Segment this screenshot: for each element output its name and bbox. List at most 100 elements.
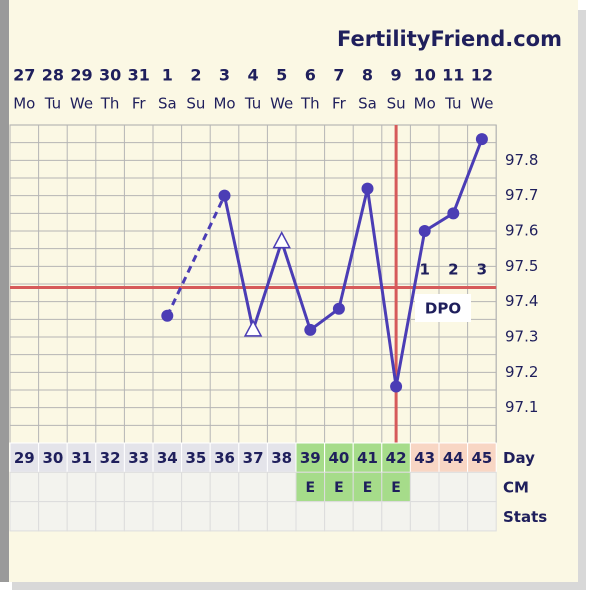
gap-connector (165, 195, 226, 317)
weekday-label: Fr (132, 95, 147, 113)
cycle-day: 39 (300, 449, 321, 467)
weekday-label: Tu (444, 95, 461, 113)
cm-cell (9, 471, 40, 503)
cycle-day: 33 (128, 449, 149, 467)
cm-cell (181, 471, 211, 503)
y-tick-label: 97.1 (505, 398, 538, 416)
cm-value: E (391, 480, 401, 496)
point (418, 225, 431, 237)
date-label: 30 (99, 66, 121, 85)
date-label: 8 (362, 66, 373, 85)
day-cell (266, 442, 297, 473)
stats-cell (181, 501, 211, 532)
cm-cell (467, 471, 497, 503)
chart-title: FertilityFriend.com (337, 27, 562, 51)
weekday-label: Mo (414, 95, 436, 113)
date-label: 2 (190, 66, 201, 85)
point (361, 182, 374, 195)
weekday-label: Tu (244, 95, 261, 113)
cycle-day: 45 (471, 449, 492, 467)
weekday-label: We (70, 95, 93, 113)
weekday-label: Mo (213, 95, 235, 113)
weekday-label: We (470, 95, 493, 113)
date-label: 10 (414, 66, 436, 85)
cm-cell (409, 471, 440, 503)
temperature-line (223, 138, 484, 387)
weekday-label: Tu (44, 95, 61, 113)
y-tick-label: 97.2 (505, 363, 538, 381)
date-label: 9 (391, 66, 402, 85)
date-label: 1 (162, 66, 173, 85)
stats-cell (95, 501, 125, 532)
dpo-label: 3 (477, 261, 487, 279)
dpo-box (415, 294, 471, 322)
cycle-day: 37 (243, 449, 264, 467)
cm-cell (295, 471, 326, 503)
y-tick-label: 97.4 (505, 292, 538, 310)
cm-cell (209, 471, 240, 503)
panel-border (0, 0, 9, 582)
y-tick-label: 97.7 (505, 186, 538, 204)
date-label: 3 (219, 66, 230, 85)
stats-cell (324, 501, 354, 532)
cycle-day: 40 (328, 449, 349, 467)
date-label: 31 (128, 66, 150, 85)
y-tick-label: 97.5 (505, 257, 538, 275)
point (304, 323, 317, 336)
point (475, 133, 488, 146)
stats-cell (381, 501, 411, 532)
stats-cell (38, 501, 68, 532)
dpo-label: 1 (419, 261, 429, 279)
stats-cell (152, 501, 183, 532)
cm-cell (95, 471, 125, 503)
stats-cell (266, 501, 297, 532)
cm-value: E (363, 480, 373, 496)
cm-value: E (306, 480, 316, 496)
cm-cell (38, 471, 68, 503)
cm-value: E (334, 480, 344, 496)
date-label: 7 (333, 66, 344, 85)
date-label: 4 (248, 66, 259, 85)
day-cell (152, 442, 183, 473)
row-label: CM (503, 478, 529, 496)
stats-cell (295, 501, 326, 532)
point (447, 207, 460, 220)
point (390, 380, 403, 393)
row-label: Day (503, 449, 535, 467)
date-label: 29 (70, 66, 92, 85)
day-cell (467, 442, 497, 473)
point (218, 189, 231, 202)
point (332, 302, 345, 315)
date-label: 27 (13, 66, 35, 85)
cm-cell (352, 471, 383, 503)
date-label: 6 (305, 66, 316, 85)
weekday-label: Sa (158, 95, 177, 113)
day-cell (181, 442, 211, 473)
stats-cell (352, 501, 383, 532)
cm-cell (66, 471, 97, 503)
cm-cell (438, 471, 469, 503)
cm-cell (266, 471, 297, 503)
cm-cell (123, 471, 154, 503)
stats-cell (123, 501, 154, 532)
stats-cell (467, 501, 497, 532)
cycle-day: 41 (357, 449, 378, 467)
weekday-label: Sa (358, 95, 377, 113)
point (161, 309, 174, 322)
date-label: 5 (276, 66, 287, 85)
dpo-title: DPO (425, 300, 461, 318)
cycle-day: 44 (443, 449, 464, 467)
cycle-day: 38 (271, 449, 292, 467)
date-label: 28 (42, 66, 64, 85)
open-point (272, 231, 291, 249)
day-cell (352, 442, 383, 473)
stats-cell (66, 501, 97, 532)
open-point (243, 319, 263, 337)
cycle-day: 29 (14, 449, 35, 467)
weekday-label: Mo (13, 95, 35, 113)
cycle-day: 32 (100, 449, 121, 467)
weekday-label: Fr (332, 95, 347, 113)
cycle-day: 43 (414, 449, 435, 467)
cm-cell (152, 471, 183, 503)
